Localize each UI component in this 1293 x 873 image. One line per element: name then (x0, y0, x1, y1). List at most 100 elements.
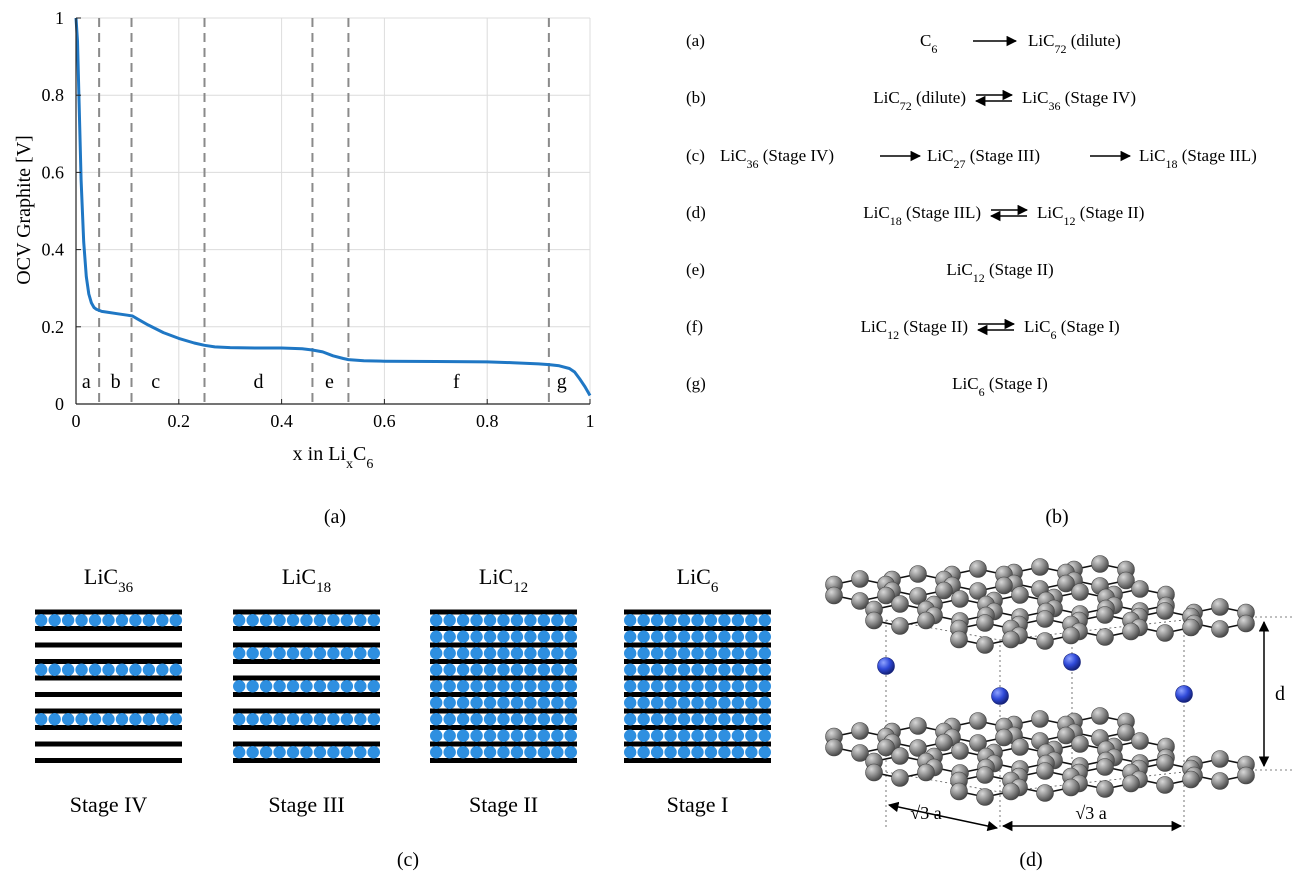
lithium-atom (259, 713, 273, 726)
graphene-layer (35, 626, 182, 631)
lithium-atom (564, 729, 577, 742)
lithium-atom (483, 630, 497, 643)
stage-name: Stage I (667, 792, 729, 817)
lithium-atom (61, 663, 75, 676)
lithium-atom (537, 680, 551, 693)
graphene-layer (430, 675, 577, 681)
lithium-atom (430, 713, 443, 726)
lithium-atom (286, 746, 300, 759)
graphene-layer (35, 758, 182, 763)
reaction-tag: (d) (686, 203, 706, 222)
carbon-atom (950, 782, 968, 801)
lithium-atom (286, 713, 300, 726)
lithium-atom (524, 680, 537, 693)
reaction-product: LiC72 (dilute) (1028, 31, 1121, 56)
lithium-atom (650, 614, 664, 627)
lithium-atom (497, 713, 510, 726)
lithium-atom (273, 680, 286, 693)
reaction-row: (c) LiC36 (Stage IV) LiC27 (Stage III) LiC1… (686, 146, 1257, 171)
lithium-atom (102, 713, 115, 726)
stage-formula: LiC6 (677, 564, 719, 596)
lithium-atom (624, 713, 637, 726)
lithium-atom (650, 630, 664, 643)
graphene-layer (35, 692, 182, 697)
lithium-atom (877, 657, 895, 675)
lithium-atom (524, 729, 537, 742)
graphene-layer (430, 758, 577, 763)
chart-grid (75, 17, 591, 405)
carbon-atom (1211, 772, 1229, 790)
carbon-atom (1036, 610, 1054, 628)
reaction-list: (a) C6 LiC72 (dilute) (b) LiC72 (dilute) LiC3… (686, 31, 1257, 399)
carbon-atom (1096, 628, 1114, 646)
reaction-row: (d) LiC18 (Stage IIL) LiC12 (Stage II) (686, 203, 1144, 228)
phase-boundaries (98, 18, 550, 404)
carbon-atom (935, 733, 953, 752)
lithium-atom (354, 647, 367, 660)
lithium-atom (524, 713, 537, 726)
lithium-atom (564, 647, 577, 660)
lithium-atom (718, 746, 731, 759)
lithium-atom (497, 680, 510, 693)
region-label-b: b (111, 371, 121, 393)
lithium-atom (313, 713, 327, 726)
carbon-atom (851, 592, 869, 610)
lithium-atom (470, 630, 483, 643)
lithium-atom (718, 663, 731, 676)
reaction-row: (g) LiC6 (Stage I) (686, 374, 1048, 399)
lithium-atom (233, 713, 246, 726)
graphene-layer (624, 692, 771, 697)
carbon-atom (1237, 614, 1255, 633)
lithium-atom (497, 729, 510, 742)
carbon-atom (909, 565, 927, 583)
lithium-atom (327, 680, 340, 693)
lithium-atom (718, 713, 731, 726)
reaction-tag: (a) (686, 31, 705, 50)
lithium-atom (430, 663, 443, 676)
lithium-atom (483, 614, 497, 627)
graphene-layer (35, 708, 182, 714)
graphene-plane-top (825, 555, 1255, 654)
lithium-atom (564, 746, 577, 759)
lithium-atom (510, 713, 524, 726)
stage-formula: LiC36 (84, 564, 134, 596)
chart-axes: 0 0.2 0.4 0.6 0.8 1 0 0.2 0.4 0.6 0.8 1 (42, 8, 595, 431)
reaction-reactant: LiC36 (Stage IV) (720, 146, 834, 171)
lithium-atom (470, 647, 483, 660)
carbon-atom (909, 587, 927, 605)
graphene-layer (233, 758, 380, 763)
carbon-atom (976, 788, 994, 806)
lithium-atom (564, 713, 577, 726)
lithium-atom (470, 663, 483, 676)
lithium-atom (48, 713, 61, 726)
carbon-atom (1096, 606, 1114, 624)
lithium-atom (497, 663, 510, 676)
lithium-atom (300, 746, 313, 759)
lithium-atom (691, 746, 704, 759)
carbon-atom (976, 636, 994, 654)
lithium-atom (524, 696, 537, 709)
lithium-atom (142, 614, 156, 627)
lithium-atom (758, 746, 771, 759)
lithium-atom (551, 696, 564, 709)
graphite-lattice (825, 555, 1293, 832)
lithium-atom (156, 663, 169, 676)
lithium-atom (354, 614, 367, 627)
lithium-atom (691, 663, 704, 676)
lithium-atom (497, 614, 510, 627)
lithium-atom (650, 663, 664, 676)
lithium-atom (677, 696, 691, 709)
graphene-layer (233, 675, 380, 681)
lithium-atom (624, 746, 637, 759)
lithium-atom (677, 746, 691, 759)
lithium-atom (456, 663, 470, 676)
lithium-atom (35, 614, 48, 627)
lithium-atom (718, 614, 731, 627)
lithium-atom (745, 630, 758, 643)
lithium-atom (731, 680, 745, 693)
graphene-layer (233, 708, 380, 714)
lithium-atom (650, 729, 664, 742)
lithium-atom (75, 614, 88, 627)
lithium-atom (664, 729, 677, 742)
